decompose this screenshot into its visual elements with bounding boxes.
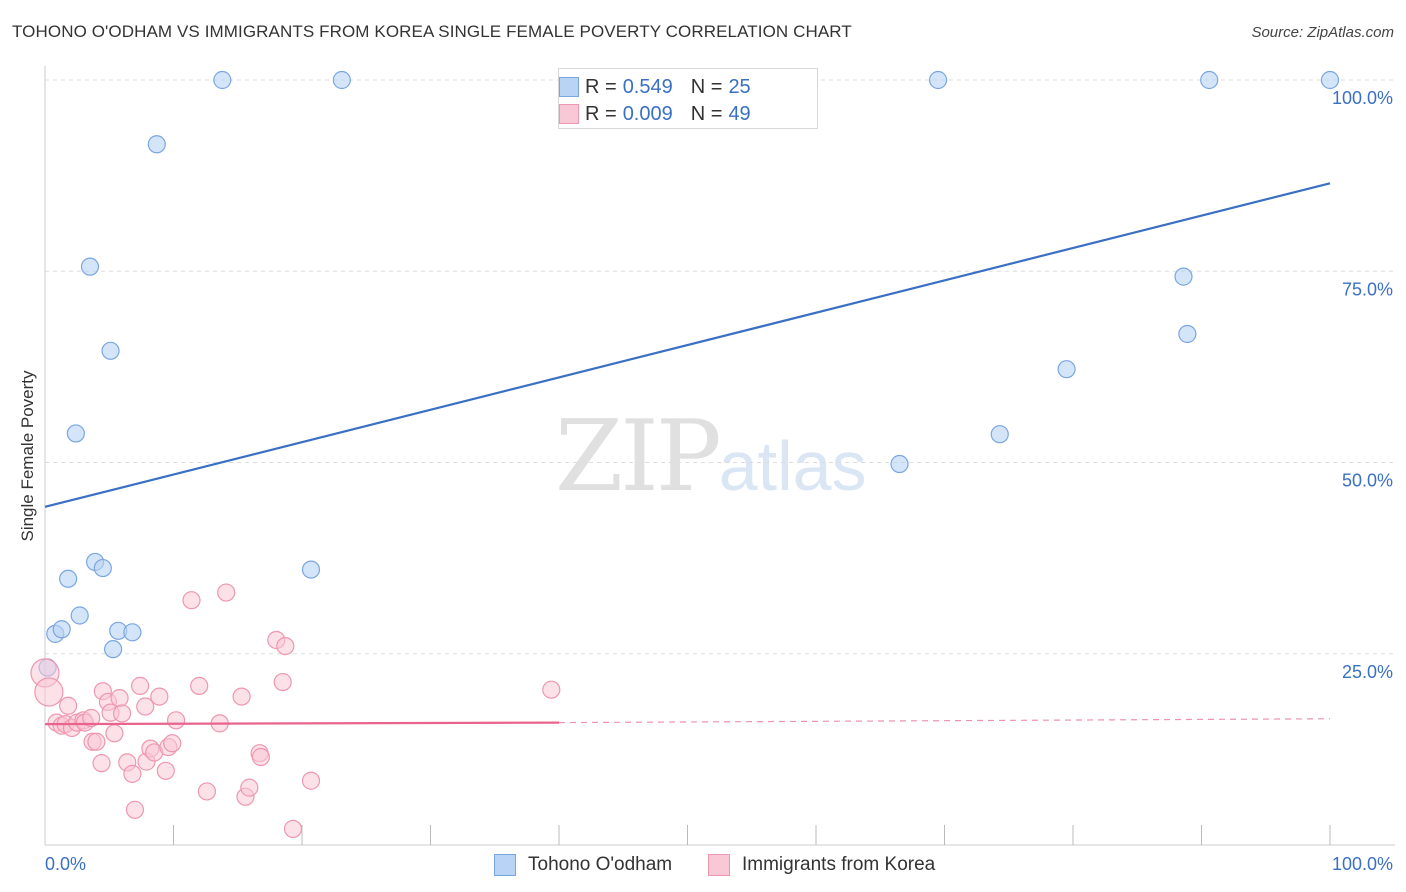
tohono-point [213, 70, 232, 90]
tohono-point [52, 620, 71, 639]
korea-point [150, 687, 169, 706]
tohono-point [990, 425, 1009, 444]
tohono-point [1057, 360, 1076, 379]
korea-point [123, 764, 142, 783]
legend-n-value: 49 [728, 102, 751, 125]
legend-n-label: N = [690, 75, 723, 98]
tohono-point [301, 560, 321, 579]
korea-point [136, 697, 155, 716]
legend-swatch-blue [559, 77, 579, 97]
bottom-legend-korea: Immigrants from Korea [708, 852, 935, 878]
korea-point [240, 778, 259, 797]
korea-point [110, 689, 129, 708]
legend-row-tohono: R = 0.549 N = 25 [559, 75, 751, 99]
korea-point [82, 708, 101, 728]
legend-n-label: N = [690, 102, 723, 125]
bottom-legend-label-tohono: Tohono O'odham [528, 854, 673, 875]
korea-point [112, 704, 132, 723]
tohono-point [70, 606, 89, 625]
korea-point [34, 677, 64, 707]
tohono-point [66, 424, 85, 443]
bottom-legend-tohono: Tohono O'odham [494, 852, 672, 878]
korea-point [251, 747, 270, 767]
korea-point [232, 687, 251, 706]
legend-n-value: 25 [728, 75, 751, 98]
bottom-legend-swatch-blue [494, 854, 516, 876]
korea-trendline [44, 721, 560, 726]
korea-point [301, 771, 321, 790]
korea-point [105, 724, 124, 743]
y-tick-label: 50.0% [1342, 471, 1393, 491]
tohono-point [1200, 70, 1219, 90]
tohono-point [80, 257, 100, 276]
bottom-legend-swatch-pink [708, 854, 730, 876]
tohono-point [93, 558, 112, 578]
korea-point [542, 680, 561, 699]
korea-point [92, 754, 111, 773]
tohono-point [104, 640, 123, 659]
korea-point [217, 583, 236, 602]
correlation-legend: R = 0.549 N = 25 R = 0.009 N = 49 [558, 68, 818, 129]
korea-point [87, 732, 106, 751]
korea-point [59, 696, 78, 715]
tohono-point [147, 135, 166, 154]
chart-title: TOHONO O'ODHAM VS IMMIGRANTS FROM KOREA … [12, 22, 852, 41]
tohono-point [332, 70, 351, 90]
korea-point [166, 711, 186, 730]
x-tick-label: 100.0% [1332, 854, 1393, 874]
legend-swatch-pink [559, 104, 579, 124]
korea-point [163, 734, 182, 753]
korea-point [156, 761, 175, 780]
korea-point [283, 819, 303, 839]
korea-point [273, 672, 292, 692]
legend-r-value: 0.009 [622, 102, 673, 125]
tohono-point [101, 341, 120, 360]
y-tick-label: 100.0% [1332, 88, 1393, 108]
y-tick-label: 75.0% [1342, 279, 1393, 299]
korea-point [125, 800, 145, 819]
tohono-point [1174, 267, 1193, 286]
legend-row-korea: R = 0.009 N = 49 [559, 102, 751, 126]
tohono-point [1320, 70, 1340, 90]
legend-r-label: R = [585, 102, 617, 125]
korea-point [130, 676, 150, 695]
korea-point [197, 782, 217, 801]
tohono-trendline [44, 182, 1331, 508]
x-tick-label: 0.0% [45, 854, 86, 874]
bottom-legend-label-korea: Immigrants from Korea [742, 854, 936, 875]
source-label: Source: ZipAtlas.com [1251, 24, 1394, 41]
korea-point [276, 636, 295, 656]
y-tick-label: 25.0% [1342, 662, 1393, 682]
korea-point [190, 676, 209, 695]
tohono-point [59, 569, 78, 588]
korea-point [182, 591, 201, 610]
tohono-point [928, 70, 948, 90]
tohono-point [123, 623, 142, 642]
legend-r-value: 0.549 [622, 75, 673, 98]
legend-r-label: R = [585, 75, 617, 98]
tohono-point [1178, 324, 1197, 344]
tohono-point [890, 454, 909, 474]
korea-trendline-extension [558, 718, 1331, 724]
